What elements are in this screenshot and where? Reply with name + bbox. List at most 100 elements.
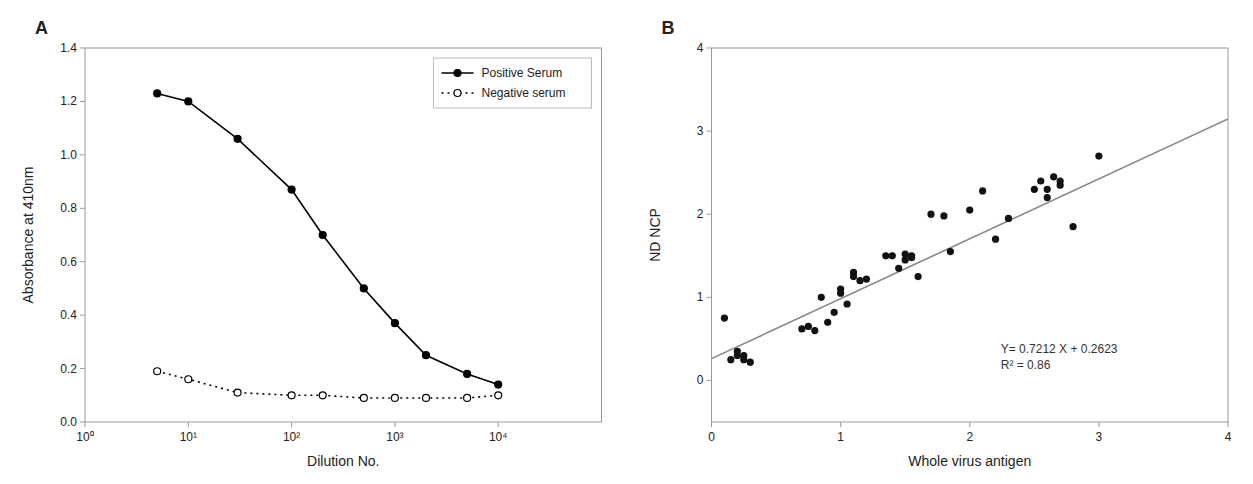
x-tick [1098,422,1099,427]
data-point [360,285,367,292]
x-tick [498,422,499,427]
data-point [154,368,161,375]
x-tick-label: 2 [966,430,973,444]
x-tick [969,422,970,427]
data-point [185,376,192,383]
y-tick [707,48,712,49]
data-point [1070,224,1076,230]
y-tick [80,261,85,262]
data-point [747,359,753,365]
legend-marker [454,70,461,77]
data-point [844,301,850,307]
data-group [712,119,1229,365]
data-point [941,213,947,219]
y-axis-label: ND NCP [647,208,663,262]
plot-frame [85,48,602,422]
x-tick [711,422,712,427]
data-point [799,326,805,332]
data-point [883,253,889,259]
x-tick [85,422,86,427]
x-tick [394,422,395,427]
data-point [234,135,241,142]
data-point [464,370,471,377]
data-point [851,274,857,280]
x-tick-label: 10⁰ [76,430,93,444]
data-point [967,207,973,213]
data-point [495,381,502,388]
data-point [360,394,367,401]
data-point [464,394,471,401]
x-tick-label: 3 [1096,430,1103,444]
data-point [896,265,902,271]
data-point [902,257,908,263]
y-tick-label: 4 [697,41,704,55]
data-point [1044,186,1050,192]
y-tick-label: 0 [697,373,704,387]
data-point [831,309,837,315]
x-tick-label: 4 [1225,430,1232,444]
annotation: R² = 0.86 [1001,358,1051,372]
data-point [980,188,986,194]
legend-entry: Positive Serum [482,66,563,80]
y-tick-label: 0.8 [60,201,77,215]
panel: 0123401234Whole virus antigenND NCPBY= 0… [647,18,1232,469]
data-point [838,286,844,292]
x-axis-label: Dilution No. [307,453,379,469]
data-point [319,392,326,399]
y-tick-label: 0.2 [60,362,77,376]
y-tick [80,208,85,209]
data-point [154,90,161,97]
data-point [1031,186,1037,192]
y-tick [80,101,85,102]
data-point [422,394,429,401]
data-point [185,98,192,105]
x-tick-label: 10² [283,430,300,444]
legend-box [434,58,592,108]
x-tick-label: 1 [837,430,844,444]
data-point [391,394,398,401]
x-tick [291,422,292,427]
series-line [157,93,498,384]
data-point [319,232,326,239]
legend: Positive Serum Negative serum [434,58,592,108]
data-point [805,323,811,329]
data-point [889,253,895,259]
y-tick [707,380,712,381]
annotation: Y= 0.7212 X + 0.2623 [1001,342,1118,356]
data-point [495,392,502,399]
legend-marker [454,90,461,97]
y-tick [80,48,85,49]
data-point [928,211,934,217]
y-tick-label: 0.4 [60,308,77,322]
y-axis-label: Absorbance at 410nm [20,167,36,304]
data-point [915,274,921,280]
data-point [1038,178,1044,184]
y-tick [80,422,85,423]
data-point [422,352,429,359]
y-tick-label: 2 [697,207,704,221]
data-point [993,236,999,242]
x-tick [188,422,189,427]
data-point [288,186,295,193]
y-tick-label: 1.4 [60,41,77,55]
x-tick-label: 10³ [386,430,403,444]
data-group [154,90,502,402]
data-point [288,392,295,399]
data-point [1096,153,1102,159]
data-point [947,249,953,255]
y-tick-label: 0.0 [60,415,77,429]
data-point [863,276,869,282]
panel-label: B [662,18,675,38]
data-point [812,328,818,334]
data-point [391,320,398,327]
data-point [721,315,727,321]
x-tick [1228,422,1229,427]
data-point [734,348,740,354]
x-tick-label: 10⁴ [489,430,508,444]
legend-entry: Negative serum [482,86,566,100]
series-line [712,119,1229,359]
chart-canvas: 10⁰10¹10²10³10⁴0.00.20.40.60.81.01.21.4D… [0,0,1253,484]
data-point [728,357,734,363]
plot-frame [712,48,1229,422]
y-tick [707,214,712,215]
